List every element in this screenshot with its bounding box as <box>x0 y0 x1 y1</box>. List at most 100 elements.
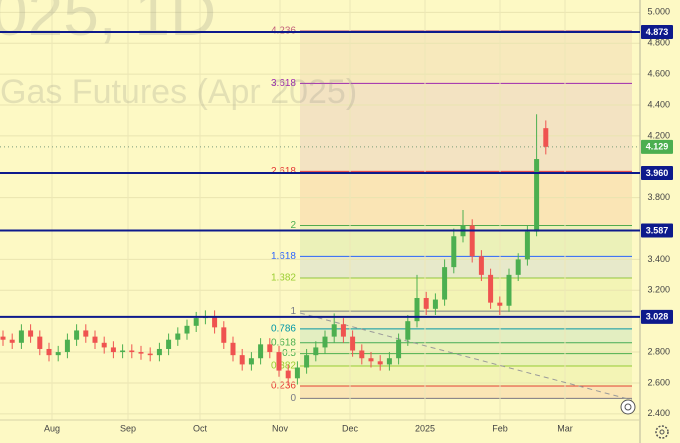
candle-body <box>239 355 245 365</box>
fib-band <box>300 311 632 329</box>
last-price-box <box>641 139 673 154</box>
settings-icon[interactable] <box>655 425 669 439</box>
candle-body <box>0 336 6 340</box>
candle-body <box>414 298 420 322</box>
fib-label: 2.618 <box>271 166 296 177</box>
last-price-label: 4.129 <box>646 142 669 152</box>
fib-label: 0.382 <box>271 361 296 372</box>
candle-body <box>359 350 365 359</box>
candle-body <box>506 274 512 306</box>
candle-body <box>147 353 153 356</box>
level-price-box <box>641 24 673 39</box>
candle-body <box>534 159 540 232</box>
watermark-symbol: 025, 1D <box>0 0 216 49</box>
candle-body <box>497 302 503 306</box>
candle-body <box>193 318 199 326</box>
x-tick-label: Dec <box>342 423 359 433</box>
fib-band <box>300 256 632 278</box>
fib-band <box>300 171 632 226</box>
auto-scale-icon-inner <box>624 403 632 411</box>
candle-body <box>543 128 549 147</box>
candle-body <box>110 347 116 353</box>
candle-body <box>9 339 15 343</box>
candle-body <box>515 259 521 275</box>
candle-body <box>340 324 346 337</box>
candle-body <box>92 336 98 343</box>
candle-body <box>313 347 319 356</box>
candle-body <box>350 336 356 351</box>
candle-body <box>129 350 135 353</box>
candle-body <box>423 298 429 309</box>
fib-label: 1.618 <box>271 251 296 262</box>
fib-band <box>300 83 632 172</box>
candle-body <box>331 324 337 337</box>
fib-label: 0 <box>290 393 296 404</box>
x-tick-label: Oct <box>193 423 208 433</box>
fib-band <box>300 365 632 387</box>
fib-band <box>300 353 632 366</box>
candle-body <box>138 352 144 354</box>
candle-body <box>432 299 438 309</box>
candle-body <box>469 225 475 257</box>
level-price-label: 4.873 <box>646 27 669 37</box>
candle-body <box>396 339 402 359</box>
auto-scale-button[interactable] <box>620 399 636 415</box>
candle-body <box>488 274 494 303</box>
x-tick-label: 2025 <box>415 423 435 433</box>
fib-label: 0.786 <box>271 324 296 335</box>
candle-body <box>74 330 80 340</box>
fib-label: 0.618 <box>271 337 296 348</box>
candle-body <box>212 316 218 328</box>
x-tick-label: Sep <box>120 423 136 433</box>
fib-label: 1 <box>290 306 296 317</box>
candle-body <box>368 358 374 362</box>
candle-body <box>294 367 300 379</box>
x-tick-label: Mar <box>557 423 573 433</box>
candle-body <box>405 321 411 340</box>
y-tick-label: 2.800 <box>647 346 670 356</box>
trend-line <box>299 312 633 401</box>
candle-body <box>258 344 264 359</box>
candle-body <box>64 339 70 353</box>
fib-label: 3.618 <box>271 78 296 89</box>
candle-body <box>304 355 310 368</box>
level-price-box <box>641 223 673 238</box>
fib-band <box>300 30 632 84</box>
candle-body <box>184 325 190 334</box>
fib-band <box>300 277 632 312</box>
fib-band <box>300 386 632 399</box>
y-tick-label: 3.200 <box>647 285 670 295</box>
fib-band <box>300 342 632 354</box>
y-tick-label: 3.400 <box>647 254 670 264</box>
auto-scale-icon[interactable] <box>620 399 636 415</box>
candle-body <box>55 352 61 356</box>
y-tick-label: 3.800 <box>647 192 670 202</box>
candle-body <box>276 352 282 371</box>
candle-body <box>156 348 162 356</box>
candle-body <box>524 231 530 260</box>
fib-label: 1.382 <box>271 273 296 284</box>
candle-body <box>221 327 227 343</box>
candle-body <box>101 342 107 348</box>
settings-button[interactable] <box>655 425 669 439</box>
fib-label: 0.236 <box>271 381 296 392</box>
candle-body <box>267 344 273 353</box>
candle-body <box>442 267 448 300</box>
candle-body <box>322 336 328 348</box>
level-price-box <box>641 309 673 324</box>
x-tick-label: Aug <box>44 423 60 433</box>
fib-band <box>300 328 632 343</box>
watermark-description: Gas Futures (Apr 2025) <box>0 73 357 111</box>
candle-body <box>46 348 52 356</box>
y-tick-label: 5.000 <box>647 7 670 17</box>
level-price-label: 3.960 <box>646 168 669 178</box>
candle-body <box>478 256 484 275</box>
level-price-label: 3.587 <box>646 225 669 235</box>
candle-body <box>248 358 254 365</box>
y-tick-label: 4.600 <box>647 68 670 78</box>
candle-body <box>230 342 236 356</box>
candle-body <box>83 330 89 337</box>
x-tick-label: Feb <box>492 423 508 433</box>
candle-body <box>37 336 43 349</box>
